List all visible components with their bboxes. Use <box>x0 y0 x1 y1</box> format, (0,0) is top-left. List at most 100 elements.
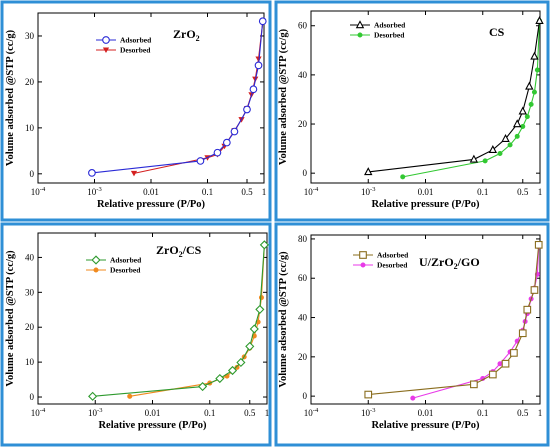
data-point <box>524 114 530 120</box>
y-tick-label: 0 <box>30 392 35 402</box>
x-tick-label: 10-4 <box>304 407 319 418</box>
y-axis-label: Volume adsorbed @STP (cc/g) <box>278 251 289 388</box>
x-tick-label: 10-4 <box>31 407 46 418</box>
x-tick-label: 0.1 <box>202 187 213 197</box>
chart-title-main: U/ZrO <box>419 255 454 269</box>
data-point <box>530 286 539 294</box>
y-tick-label: 20 <box>25 77 35 87</box>
legend-marker <box>102 47 110 54</box>
y-tick-label: 40 <box>298 313 308 323</box>
data-point <box>507 142 513 148</box>
data-point <box>470 380 478 389</box>
x-axis-label: Relative pressure (P/Po) <box>97 199 206 210</box>
x-tick-label: 0.1 <box>204 408 215 418</box>
x-tick-label: 10-4 <box>31 186 46 197</box>
legend-label: Desorbed <box>374 31 405 40</box>
data-point <box>198 381 208 392</box>
chart-title-main: CS <box>489 25 505 39</box>
data-point <box>222 138 231 147</box>
chart-title: ZrO2 <box>173 27 200 43</box>
data-point <box>258 295 264 301</box>
data-point <box>497 361 503 367</box>
series-adsorbed <box>364 16 544 176</box>
data-point <box>255 304 265 315</box>
y-tick-label: 0 <box>303 168 308 178</box>
panel-frame-1 <box>0 0 272 222</box>
chart-title-main: ZrO <box>156 243 179 257</box>
data-point <box>520 123 526 129</box>
chart-title-main: ZrO <box>173 27 196 41</box>
data-point <box>234 364 240 370</box>
chart-title: ZrO2/CS <box>156 243 202 259</box>
chart-title-suffix: /CS <box>182 243 202 257</box>
data-point <box>196 157 205 165</box>
data-point <box>482 158 488 164</box>
data-point <box>127 393 133 399</box>
x-tick-label: 0.01 <box>418 187 434 197</box>
legend-marker <box>93 267 99 273</box>
x-tick-label: 10-3 <box>88 407 102 418</box>
data-point <box>258 17 267 26</box>
x-tick-label: 1 <box>538 408 543 418</box>
data-point <box>88 391 98 401</box>
data-point <box>535 16 544 25</box>
data-point <box>525 81 534 90</box>
x-tick-label: 0.01 <box>143 187 159 197</box>
legend-label: Adsorbed <box>377 251 409 260</box>
series-adsorbed <box>88 17 267 177</box>
data-point <box>523 305 532 314</box>
data-point <box>488 370 497 379</box>
y-tick-label: 80 <box>298 234 308 244</box>
y-tick-label: 30 <box>25 31 35 41</box>
data-point <box>400 174 406 180</box>
x-tick-label: 0.5 <box>517 187 529 197</box>
data-point <box>514 133 520 139</box>
data-point <box>497 151 503 157</box>
data-point <box>531 89 537 95</box>
data-point <box>215 373 225 384</box>
data-point <box>501 359 510 368</box>
chart-title-subscript: 2 <box>179 250 183 259</box>
x-tick-label: 1 <box>265 408 270 418</box>
x-tick-label: 0.01 <box>418 408 434 418</box>
data-point <box>528 101 534 107</box>
data-point <box>469 154 479 163</box>
data-point <box>230 127 239 136</box>
data-point <box>501 133 510 142</box>
x-tick-label: 10-3 <box>87 186 101 197</box>
panel-frame-2 <box>274 0 550 222</box>
data-point <box>518 329 527 338</box>
legend-marker <box>355 20 365 29</box>
legend-marker <box>91 255 101 265</box>
x-tick-label: 10-3 <box>361 407 375 418</box>
y-axis-label: Volume adsorbed @STP (cc/g) <box>5 250 16 387</box>
data-point <box>227 365 238 376</box>
legend-marker <box>357 32 363 38</box>
data-point <box>364 390 373 399</box>
series-adsorbed <box>364 240 543 399</box>
y-tick-label: 30 <box>25 287 35 297</box>
y-tick-label: 20 <box>298 352 308 362</box>
y-tick-label: 60 <box>298 21 308 31</box>
legend-label: Desorbed <box>377 261 408 270</box>
chart-panel-2: 10-4 10-3 0.01 0.1 0.5 1 0 20 40 60 Relative press… <box>278 10 544 210</box>
x-tick-label: 0.01 <box>145 408 161 418</box>
x-tick-label: 0.5 <box>517 408 529 418</box>
y-tick-label: 20 <box>298 119 308 129</box>
x-axis-label: Relative pressure (P/Po) <box>371 199 480 210</box>
legend-label: Adsorbed <box>110 256 142 265</box>
legend-marker <box>359 251 367 259</box>
y-tick-label: 40 <box>25 252 35 262</box>
y-tick-label: 0 <box>303 391 308 401</box>
data-point <box>243 105 251 114</box>
data-point <box>364 167 373 176</box>
data-point <box>213 148 222 157</box>
x-tick-label: 1 <box>538 187 543 197</box>
x-axis-label: Relative pressure (P/Po) <box>371 420 480 431</box>
chart-title-suffix: /GO <box>457 255 480 269</box>
legend-label: Adsorbed <box>374 21 406 30</box>
